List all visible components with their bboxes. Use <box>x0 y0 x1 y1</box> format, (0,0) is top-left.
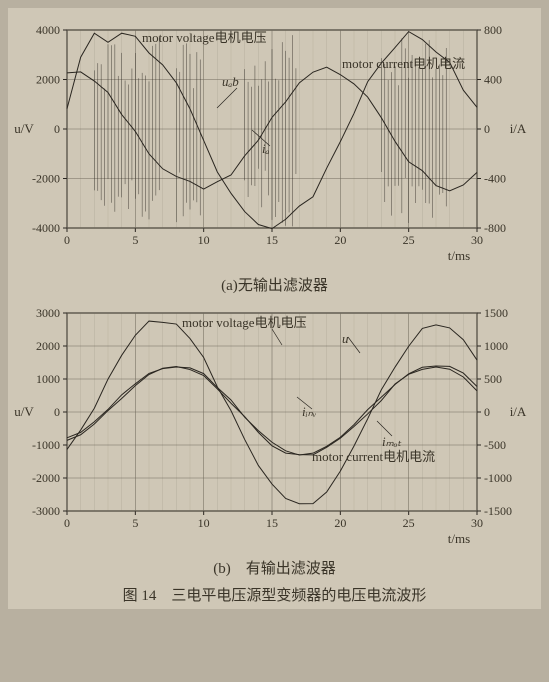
svg-text:-2000: -2000 <box>32 471 60 485</box>
svg-text:0: 0 <box>54 405 60 419</box>
svg-text:30: 30 <box>471 233 483 247</box>
svg-text:30: 30 <box>471 516 483 530</box>
svg-text:uₐb: uₐb <box>222 74 239 89</box>
svg-text:15: 15 <box>266 516 278 530</box>
svg-text:20: 20 <box>334 233 346 247</box>
svg-text:10: 10 <box>198 516 210 530</box>
chart-a-caption-text: 无输出滤波器 <box>238 278 328 294</box>
svg-text:-500: -500 <box>484 438 506 452</box>
svg-text:2000: 2000 <box>36 339 60 353</box>
svg-text:1000: 1000 <box>484 339 508 353</box>
svg-text:1000: 1000 <box>36 372 60 386</box>
svg-text:-4000: -4000 <box>32 221 60 235</box>
svg-text:-3000: -3000 <box>32 504 60 518</box>
figure-title: 三电平电压源型变频器的电压电流波形 <box>171 588 426 604</box>
svg-text:u: u <box>342 331 349 346</box>
chart-b: 0 5 10 15 20 25 30 -3000 -2000 -1000 0 1000 2000 3000… <box>12 301 537 551</box>
svg-text:0: 0 <box>54 122 60 136</box>
chart-b-svg: 0 5 10 15 20 25 30 -3000 -2000 -1000 0 1000 2000 3000… <box>12 301 532 551</box>
chart-a: 051015202530-4000-2000020004000-800-4000… <box>12 18 537 268</box>
svg-text:iₘₒₜ: iₘₒₜ <box>382 434 402 449</box>
svg-text:-400: -400 <box>484 172 506 186</box>
chart-a-caption-label: (a) <box>221 278 238 294</box>
svg-text:1500: 1500 <box>484 306 508 320</box>
svg-text:400: 400 <box>484 73 502 87</box>
chart-b-caption-label: (b) <box>213 561 231 577</box>
svg-text:10: 10 <box>198 233 210 247</box>
svg-text:-1000: -1000 <box>32 438 60 452</box>
svg-text:0: 0 <box>484 405 490 419</box>
svg-text:t/ms: t/ms <box>448 248 470 263</box>
svg-text:u/V: u/V <box>14 121 34 136</box>
figure-label: 图 14 <box>123 588 157 604</box>
svg-text:motor voltage电机电压: motor voltage电机电压 <box>182 315 307 330</box>
svg-text:15: 15 <box>266 233 278 247</box>
svg-text:iᵢₙᵥ: iᵢₙᵥ <box>302 404 317 419</box>
figure-container: 051015202530-4000-2000020004000-800-4000… <box>8 8 541 609</box>
svg-text:motor voltage电机电压: motor voltage电机电压 <box>142 30 267 45</box>
figure-caption: 图 14 三电平电压源型变频器的电压电流波形 <box>12 584 537 605</box>
svg-text:800: 800 <box>484 23 502 37</box>
svg-text:25: 25 <box>403 233 415 247</box>
svg-text:4000: 4000 <box>36 23 60 37</box>
svg-text:iₐ: iₐ <box>262 141 270 156</box>
chart-b-caption: (b) 有输出滤波器 <box>12 557 537 578</box>
svg-text:500: 500 <box>484 372 502 386</box>
svg-text:t/ms: t/ms <box>448 531 470 546</box>
svg-text:u/V: u/V <box>14 404 34 419</box>
svg-text:-2000: -2000 <box>32 172 60 186</box>
svg-text:0: 0 <box>64 233 70 247</box>
svg-text:5: 5 <box>132 516 138 530</box>
svg-text:i/A: i/A <box>510 121 527 136</box>
svg-text:3000: 3000 <box>36 306 60 320</box>
svg-text:-1000: -1000 <box>484 471 512 485</box>
svg-text:0: 0 <box>64 516 70 530</box>
chart-b-caption-text: 有输出滤波器 <box>246 561 336 577</box>
chart-a-caption: (a)无输出滤波器 <box>12 274 537 295</box>
svg-text:25: 25 <box>403 516 415 530</box>
svg-text:i/A: i/A <box>510 404 527 419</box>
svg-text:motor current电机电流: motor current电机电流 <box>312 449 435 464</box>
svg-text:5: 5 <box>132 233 138 247</box>
svg-text:-800: -800 <box>484 221 506 235</box>
svg-text:20: 20 <box>334 516 346 530</box>
svg-text:2000: 2000 <box>36 73 60 87</box>
chart-a-svg: 051015202530-4000-2000020004000-800-4000… <box>12 18 532 268</box>
svg-text:0: 0 <box>484 122 490 136</box>
svg-text:-1500: -1500 <box>484 504 512 518</box>
svg-text:motor current电机电流: motor current电机电流 <box>342 56 465 71</box>
